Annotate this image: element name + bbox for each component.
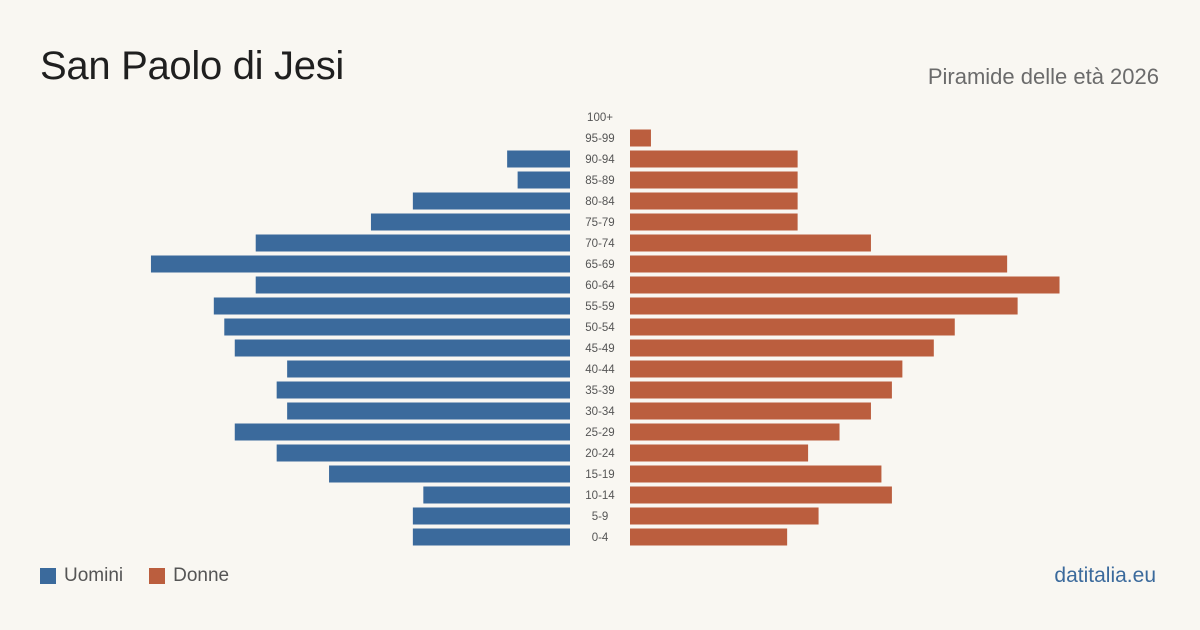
age-label: 0-4 <box>592 532 609 544</box>
age-label: 80-84 <box>585 196 615 208</box>
age-label: 20-24 <box>585 448 615 460</box>
bar-women-80-84 <box>630 192 798 210</box>
bar-women-50-54 <box>630 318 955 336</box>
bar-men-70-74 <box>255 234 570 252</box>
age-label: 85-89 <box>585 175 614 187</box>
bar-men-15-19 <box>329 465 570 483</box>
age-label: 45-49 <box>585 343 614 355</box>
bar-men-30-34 <box>287 402 570 420</box>
bar-women-10-14 <box>630 486 892 504</box>
bar-women-20-24 <box>630 444 809 462</box>
bar-women-40-44 <box>630 360 903 378</box>
bar-men-45-49 <box>234 339 570 357</box>
bar-women-25-29 <box>630 423 840 441</box>
bar-women-5-9 <box>630 507 819 525</box>
bar-women-75-79 <box>630 213 798 231</box>
bar-men-0-4 <box>412 528 570 546</box>
age-label: 55-59 <box>585 301 614 313</box>
age-label: 95-99 <box>585 133 614 145</box>
legend-item-men: Uomini <box>40 565 123 587</box>
chart-subtitle: Piramide delle età 2026 <box>927 64 1159 89</box>
bar-men-40-44 <box>287 360 570 378</box>
bar-men-90-94 <box>507 150 570 168</box>
bar-men-35-39 <box>276 381 570 399</box>
age-label: 50-54 <box>585 322 615 334</box>
legend-label-men: Uomini <box>64 565 124 586</box>
bar-men-80-84 <box>412 192 570 210</box>
bar-men-85-89 <box>517 171 570 189</box>
legend-swatch-women <box>149 568 166 584</box>
bar-men-50-54 <box>224 318 571 336</box>
bar-women-55-59 <box>630 297 1018 315</box>
age-label: 60-64 <box>585 280 615 292</box>
bar-men-5-9 <box>412 507 570 525</box>
age-label: 90-94 <box>585 154 615 166</box>
bar-men-65-69 <box>150 255 570 273</box>
age-label: 70-74 <box>585 238 615 250</box>
bar-men-25-29 <box>234 423 570 441</box>
brand-link[interactable]: datitalia.eu <box>1054 564 1156 587</box>
bar-women-45-49 <box>630 339 934 357</box>
age-label: 5-9 <box>592 511 609 523</box>
legend-item-women: Donne <box>149 565 229 587</box>
legend-label-women: Donne <box>173 565 230 586</box>
age-label: 30-34 <box>585 406 615 418</box>
age-label: 10-14 <box>585 490 615 502</box>
bar-women-15-19 <box>630 465 882 483</box>
age-label: 15-19 <box>585 469 614 481</box>
age-label: 100+ <box>587 112 613 124</box>
bar-women-0-4 <box>630 528 788 546</box>
bar-men-10-14 <box>423 486 570 504</box>
bar-women-65-69 <box>630 255 1008 273</box>
bar-men-75-79 <box>370 213 570 231</box>
bar-women-95-99 <box>630 129 651 147</box>
bar-women-30-34 <box>630 402 871 420</box>
age-label: 25-29 <box>585 427 614 439</box>
page-title: San Paolo di Jesi <box>40 44 344 88</box>
bar-women-70-74 <box>630 234 871 252</box>
bar-women-35-39 <box>630 381 892 399</box>
age-label: 65-69 <box>585 259 614 271</box>
bar-men-55-59 <box>213 297 571 315</box>
bar-women-60-64 <box>630 276 1060 294</box>
age-label: 35-39 <box>585 385 614 397</box>
bar-men-60-64 <box>255 276 570 294</box>
chart-legend: Uomini Donne <box>40 565 255 587</box>
bar-women-85-89 <box>630 171 798 189</box>
legend-swatch-men <box>40 568 56 584</box>
bar-men-20-24 <box>276 444 570 462</box>
age-label: 40-44 <box>585 364 615 376</box>
age-label: 75-79 <box>585 217 614 229</box>
bar-women-90-94 <box>630 150 798 168</box>
